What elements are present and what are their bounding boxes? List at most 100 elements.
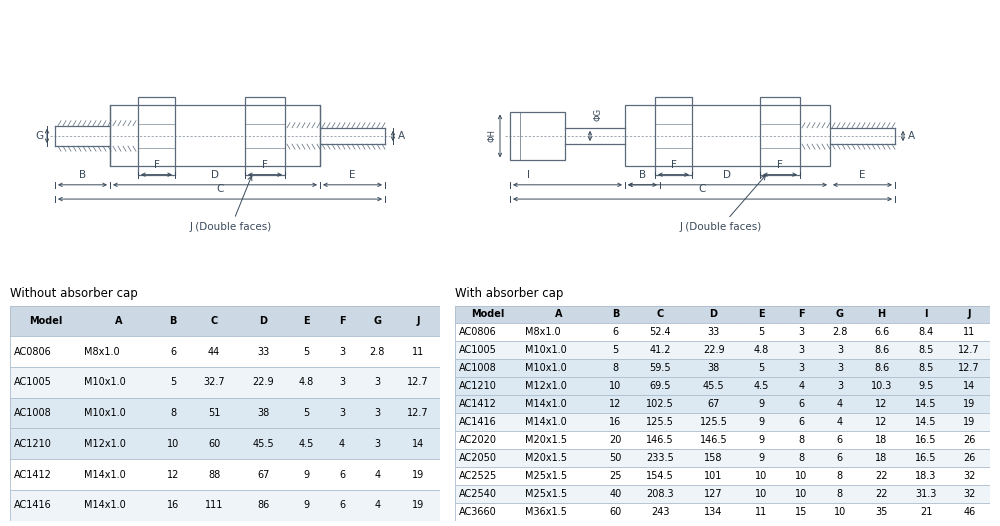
Text: Dimension: Dimension [12, 10, 119, 28]
Text: 14.5: 14.5 [915, 399, 937, 409]
Text: 125.5: 125.5 [700, 417, 728, 427]
Text: 3: 3 [339, 377, 345, 387]
Text: AC0806: AC0806 [13, 347, 51, 357]
Text: 12: 12 [609, 399, 622, 409]
Text: 8: 8 [837, 471, 843, 481]
Text: 3: 3 [837, 381, 843, 391]
Text: 8: 8 [837, 489, 843, 499]
Text: 101: 101 [704, 471, 723, 481]
Text: AC1412: AC1412 [459, 399, 497, 409]
Text: 20: 20 [609, 435, 622, 445]
Text: 2.8: 2.8 [832, 327, 848, 337]
Text: J: J [967, 309, 971, 319]
Text: 22: 22 [875, 471, 888, 481]
Bar [10, 398, 440, 429]
Text: 4.5: 4.5 [299, 439, 314, 449]
Text: 6: 6 [837, 453, 843, 463]
Text: 8: 8 [798, 435, 804, 445]
Bar [510, 112, 565, 160]
Text: 6: 6 [612, 327, 619, 337]
Text: 10: 10 [795, 489, 807, 499]
Text: AC1416: AC1416 [459, 417, 497, 427]
Text: 22.9: 22.9 [703, 346, 724, 356]
Text: A: A [555, 309, 563, 319]
Bar [625, 105, 830, 167]
Text: 6: 6 [339, 500, 345, 510]
Text: 69.5: 69.5 [649, 381, 671, 391]
Text: 8.5: 8.5 [918, 363, 934, 373]
Text: 32.7: 32.7 [203, 377, 225, 387]
Text: 4.8: 4.8 [754, 346, 769, 356]
Text: 45.5: 45.5 [252, 439, 274, 449]
Text: 16.5: 16.5 [915, 453, 937, 463]
Bar [455, 377, 990, 395]
Text: M10x1.0: M10x1.0 [525, 346, 566, 356]
Text: 3: 3 [837, 346, 843, 356]
Text: ΦH: ΦH [488, 129, 496, 143]
Text: AC1008: AC1008 [459, 363, 497, 373]
Text: 6: 6 [837, 435, 843, 445]
Bar [455, 341, 990, 359]
Text: 16: 16 [167, 500, 179, 510]
Text: A: A [907, 131, 915, 141]
Text: 38: 38 [707, 363, 720, 373]
Text: 4: 4 [374, 500, 380, 510]
Text: AC3660: AC3660 [459, 507, 497, 517]
Text: 21: 21 [920, 507, 932, 517]
Text: 12: 12 [875, 399, 888, 409]
Text: E: E [303, 316, 310, 326]
Text: M36x1.5: M36x1.5 [525, 507, 567, 517]
Text: 40: 40 [609, 489, 622, 499]
Text: AC1416: AC1416 [13, 500, 51, 510]
Bar [10, 336, 440, 367]
Text: 125.5: 125.5 [646, 417, 674, 427]
Text: 6: 6 [798, 417, 804, 427]
Text: B: B [170, 316, 177, 326]
Text: 14: 14 [412, 439, 424, 449]
Text: 88: 88 [208, 470, 220, 480]
Text: 3: 3 [798, 327, 804, 337]
Text: M14x1.0: M14x1.0 [84, 500, 126, 510]
Text: 10: 10 [755, 489, 767, 499]
Text: 3: 3 [374, 439, 380, 449]
Bar [10, 367, 440, 398]
Bar [10, 306, 440, 336]
Text: M10x1.0: M10x1.0 [84, 377, 126, 387]
Bar [245, 97, 285, 175]
Text: 26: 26 [963, 435, 975, 445]
Bar [455, 359, 990, 377]
Bar [455, 413, 990, 431]
Text: 8: 8 [612, 363, 619, 373]
Text: 4: 4 [837, 399, 843, 409]
Text: 38: 38 [257, 408, 269, 418]
Bar [455, 485, 990, 503]
Text: 22.9: 22.9 [252, 377, 274, 387]
Text: 5: 5 [304, 347, 310, 357]
Text: 8.6: 8.6 [874, 346, 889, 356]
Text: 19: 19 [963, 417, 975, 427]
Text: H: H [877, 309, 886, 319]
Text: 18: 18 [875, 435, 888, 445]
Text: 22: 22 [875, 489, 888, 499]
Text: 10: 10 [834, 507, 846, 517]
Text: 154.5: 154.5 [646, 471, 674, 481]
Text: M8x1.0: M8x1.0 [525, 327, 560, 337]
Text: 51: 51 [208, 408, 220, 418]
Text: M20x1.5: M20x1.5 [525, 453, 567, 463]
Text: M25x1.5: M25x1.5 [525, 471, 567, 481]
Text: 46: 46 [963, 507, 975, 517]
Text: 11: 11 [963, 327, 975, 337]
Text: 111: 111 [205, 500, 223, 510]
Text: I: I [526, 170, 530, 180]
Text: AC1005: AC1005 [13, 377, 51, 387]
Text: M14x1.0: M14x1.0 [84, 470, 126, 480]
Bar [10, 459, 440, 490]
Text: 32: 32 [963, 471, 975, 481]
Text: 26: 26 [963, 453, 975, 463]
Text: AC2525: AC2525 [459, 471, 498, 481]
Text: 6: 6 [339, 470, 345, 480]
Bar [455, 306, 990, 323]
Text: 12.7: 12.7 [407, 408, 429, 418]
Text: 16: 16 [609, 417, 622, 427]
Text: M10x1.0: M10x1.0 [84, 408, 126, 418]
